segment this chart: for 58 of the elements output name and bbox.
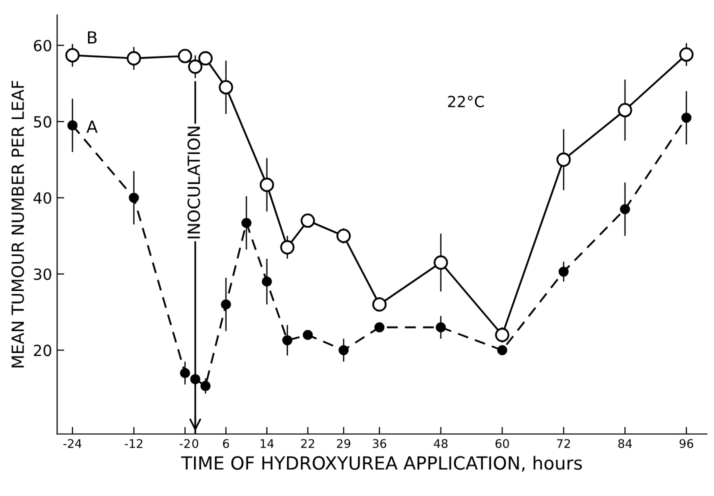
point bbox=[180, 368, 190, 378]
point bbox=[260, 178, 274, 192]
point bbox=[188, 60, 202, 74]
point bbox=[372, 297, 387, 312]
point bbox=[618, 102, 632, 118]
x-tick-label: 29 bbox=[336, 439, 350, 448]
point bbox=[262, 276, 272, 287]
x-tick-label: -24 bbox=[63, 439, 82, 448]
y-axis-title: MEAN TUMOUR NUMBER PER LEAF bbox=[11, 80, 24, 368]
ref-line-label: INOCULATION bbox=[187, 126, 200, 238]
point bbox=[620, 204, 630, 214]
point bbox=[679, 47, 694, 62]
x-tick-label: 0 bbox=[192, 439, 198, 448]
x-tick-label: -12 bbox=[124, 439, 142, 448]
point bbox=[282, 335, 292, 346]
point bbox=[495, 328, 510, 342]
point bbox=[218, 80, 234, 94]
point bbox=[65, 48, 80, 62]
point bbox=[67, 120, 78, 130]
point bbox=[126, 51, 142, 66]
x-tick-label: 14 bbox=[260, 439, 274, 448]
point bbox=[556, 152, 571, 167]
x-tick-label: 22 bbox=[301, 439, 314, 448]
annotation: 22°C bbox=[448, 96, 484, 108]
point bbox=[220, 299, 232, 310]
x-tick-label: 84 bbox=[618, 439, 632, 448]
x-tick-label: 36 bbox=[372, 439, 386, 448]
x-axis-title: TIME OF HYDROXYUREA APPLICATION, hours bbox=[181, 456, 582, 472]
x-tick-label: 6 bbox=[223, 439, 229, 448]
point bbox=[128, 192, 139, 203]
point bbox=[302, 330, 313, 340]
point bbox=[436, 322, 446, 332]
x-tick-label: 96 bbox=[680, 439, 694, 448]
point bbox=[200, 380, 211, 392]
y-tick-label: 60 bbox=[34, 40, 52, 52]
y-tick-label: 40 bbox=[34, 192, 52, 204]
point bbox=[434, 255, 448, 270]
series-label: B bbox=[88, 31, 97, 44]
x-tick-label: 60 bbox=[496, 439, 509, 448]
point bbox=[558, 266, 569, 277]
point bbox=[374, 322, 385, 332]
y-tick-label: 50 bbox=[34, 116, 52, 128]
x-tick-label: 48 bbox=[434, 439, 448, 448]
series-label: A bbox=[86, 120, 98, 133]
point bbox=[178, 48, 192, 64]
point bbox=[241, 218, 252, 228]
point bbox=[280, 240, 294, 254]
y-tick-label: 30 bbox=[34, 268, 52, 280]
x-tick-label: -2 bbox=[180, 439, 190, 448]
y-tick-label: 20 bbox=[34, 344, 52, 356]
point bbox=[336, 228, 351, 244]
point bbox=[300, 213, 315, 228]
point bbox=[681, 112, 692, 123]
point bbox=[497, 345, 508, 356]
point bbox=[198, 51, 213, 66]
point bbox=[190, 374, 200, 384]
x-tick-label: 72 bbox=[557, 439, 570, 448]
point bbox=[338, 345, 349, 356]
